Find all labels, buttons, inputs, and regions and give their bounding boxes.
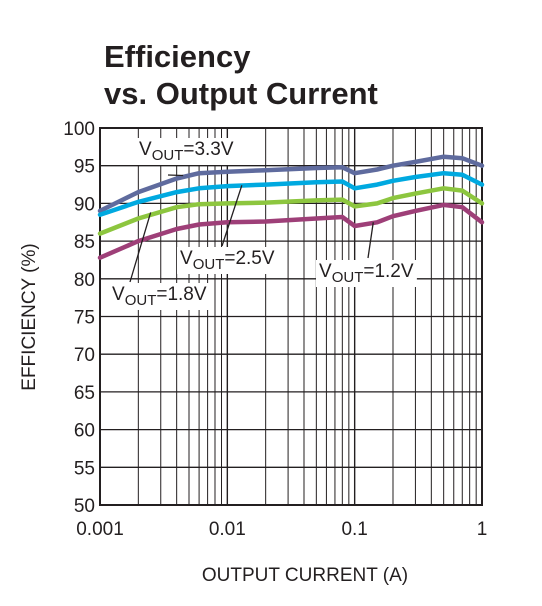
chart-ticks: 50 55 60 65 70 75 80 85 90 95 100 0.001 0.01 0.1 1 — [63, 119, 487, 540]
y-tick-label: 60 — [74, 421, 95, 442]
y-axis-label: EFFICIENCY (%) — [19, 243, 40, 390]
series-line-2 — [97, 186, 485, 236]
annotation-leader — [129, 212, 152, 283]
chart-title-line2: vs. Output Current — [104, 76, 378, 111]
annotation-leader — [167, 174, 184, 177]
series-line-0 — [97, 154, 485, 214]
x-tick-label: 1 — [477, 519, 488, 540]
y-tick-label: 65 — [74, 383, 95, 404]
annotation-box — [109, 283, 210, 310]
annotation-box — [136, 138, 237, 165]
y-tick-label: 95 — [74, 157, 95, 178]
plot-frame — [99, 127, 483, 506]
series-label-0: VOUT=3.3V — [139, 139, 234, 164]
series-label-1: VOUT=2.5V — [180, 248, 275, 273]
x-tick-label: 0.01 — [209, 519, 246, 540]
annotation-box — [316, 260, 417, 287]
y-tick-label: 90 — [74, 194, 95, 215]
annotation-leader — [221, 185, 243, 247]
y-tick-label: 80 — [74, 270, 95, 291]
x-tick-label: 0.1 — [341, 519, 367, 540]
chart-title-line1: Efficiency — [104, 39, 251, 74]
series-label-3: VOUT=1.2V — [319, 261, 414, 286]
chart-title: Efficiency vs. Output Current — [104, 38, 378, 112]
x-tick-label: 0.001 — [76, 519, 124, 540]
series-line-3 — [97, 202, 485, 260]
chart-annotation-leaders — [129, 174, 374, 283]
x-axis-label: OUTPUT CURRENT (A) — [202, 565, 408, 586]
y-tick-label: 70 — [74, 345, 95, 366]
chart-annotations: VOUT=3.3V VOUT=2.5V VOUT=1.8V VOUT=1.2V — [109, 138, 417, 310]
annotation-leader — [367, 222, 374, 259]
y-tick-label: 100 — [63, 119, 95, 140]
annotation-box — [177, 247, 278, 274]
y-tick-label: 85 — [74, 232, 95, 253]
y-tick-label: 75 — [74, 308, 95, 329]
y-tick-label: 55 — [74, 458, 95, 479]
chart-series — [97, 154, 485, 260]
series-line-1 — [97, 170, 485, 217]
series-label-2: VOUT=1.8V — [112, 284, 207, 309]
chart-grid — [99, 127, 483, 506]
y-tick-label: 50 — [74, 496, 95, 517]
